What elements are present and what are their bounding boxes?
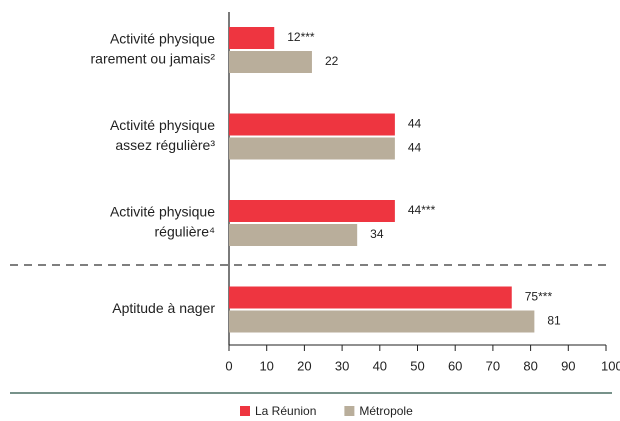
category-label: Activité physique <box>110 204 215 220</box>
x-tick-label: 70 <box>486 358 500 373</box>
bar <box>229 224 358 246</box>
value-label: 44 <box>408 117 422 131</box>
x-tick-label: 0 <box>225 358 232 373</box>
x-tick-label: 20 <box>297 358 311 373</box>
category-label: régulière⁴ <box>155 224 216 240</box>
bar <box>229 310 535 333</box>
value-label: 44*** <box>408 203 436 217</box>
bar <box>229 137 395 160</box>
x-tick-label: 60 <box>448 358 462 373</box>
legend-swatch <box>240 406 250 416</box>
value-label: 44 <box>408 141 422 155</box>
category-label: Aptitude à nager <box>112 300 215 316</box>
category-label: assez régulière³ <box>115 137 215 153</box>
value-label: 12*** <box>287 30 315 44</box>
value-label: 22 <box>325 54 339 68</box>
x-tick-label: 30 <box>335 358 349 373</box>
bar <box>229 286 512 309</box>
category-label: Activité physique <box>110 31 215 47</box>
x-tick-label: 80 <box>523 358 537 373</box>
x-tick-label: 90 <box>561 358 575 373</box>
value-label: 34 <box>370 227 384 241</box>
category-label: rarement ou jamais² <box>91 51 216 67</box>
legend-swatch <box>344 406 355 416</box>
category-label: Activité physique <box>110 117 215 133</box>
bar <box>229 51 312 73</box>
x-tick-label: 100 % <box>601 358 620 373</box>
bar <box>229 200 395 222</box>
x-tick-label: 50 <box>410 358 424 373</box>
bar <box>229 27 275 49</box>
value-label: 81 <box>547 314 561 328</box>
x-tick-label: 40 <box>373 358 387 373</box>
x-tick-label: 10 <box>259 358 273 373</box>
value-label: 75*** <box>525 290 553 304</box>
legend-label: La Réunion <box>255 404 316 418</box>
bar <box>229 113 395 136</box>
legend-label: Métropole <box>359 404 413 418</box>
